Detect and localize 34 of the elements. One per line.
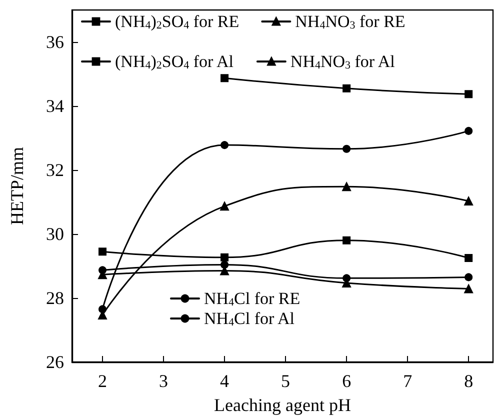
point [220, 74, 229, 82]
point [220, 253, 229, 262]
point [342, 236, 351, 244]
point [464, 196, 474, 206]
x-tick-label: 2 [98, 371, 108, 391]
point [98, 248, 107, 256]
point [464, 254, 473, 262]
x-tick-label: 7 [403, 371, 412, 391]
point [98, 266, 107, 274]
point [342, 182, 352, 192]
point [220, 141, 229, 150]
point [342, 274, 351, 282]
point [220, 260, 229, 269]
x-tick-label: 4 [220, 371, 230, 391]
x-tick-label: 6 [342, 371, 352, 391]
point [342, 144, 351, 153]
x-tick-label: 3 [159, 371, 168, 391]
point [464, 90, 473, 98]
point [342, 84, 351, 92]
y-tick-label: 32 [46, 160, 64, 180]
y-axis-title: HETP/mm [7, 146, 27, 226]
x-tick-label: 8 [464, 371, 474, 391]
point [464, 273, 473, 282]
point [98, 305, 107, 314]
x-axis-title: Leaching agent pH [214, 395, 351, 415]
y-tick-label: 34 [46, 96, 64, 116]
point [464, 284, 474, 294]
y-tick-label: 26 [46, 352, 64, 372]
y-tick-label: 28 [46, 288, 64, 308]
x-tick-label: 5 [281, 371, 290, 391]
point [220, 202, 230, 211]
y-tick-label: 36 [46, 32, 64, 52]
y-tick-label: 30 [46, 224, 64, 244]
point [464, 126, 473, 135]
